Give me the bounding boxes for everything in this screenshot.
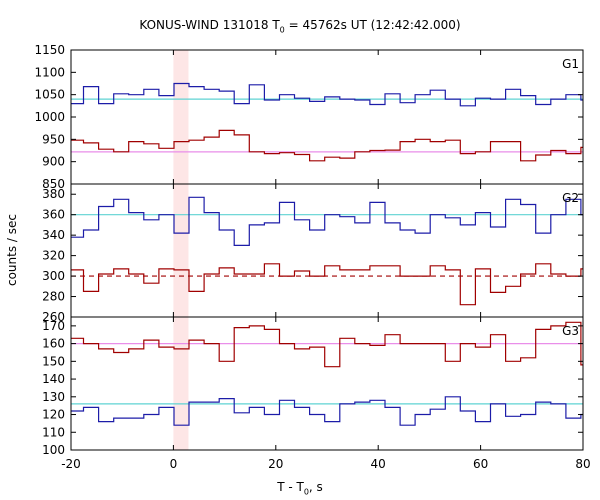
y-tick-label: 1050: [34, 88, 65, 102]
lightcurve-g2-red: [71, 263, 583, 306]
lightcurve-g2-blue: [71, 196, 583, 246]
y-tick-label: 100: [42, 443, 65, 457]
y-tick-label: 280: [42, 290, 65, 304]
y-tick-label: 320: [42, 249, 65, 263]
y-tick-label: 1000: [34, 110, 65, 124]
trigger-highlight-band: [173, 50, 189, 450]
y-tick-label: 300: [42, 269, 65, 283]
y-tick-label: 140: [42, 372, 65, 386]
x-tick-label: 60: [473, 457, 488, 471]
y-tick-label: 150: [42, 354, 65, 368]
y-tick-label: 900: [42, 155, 65, 169]
panel-g2: 260 280 300 320 340 360 380 G2: [42, 183, 584, 324]
x-tick-label: 80: [575, 457, 590, 471]
panel-frame-g1: [70, 49, 584, 185]
lightcurve-g3-red: [71, 321, 583, 368]
x-axis-label: T - T0, s: [277, 480, 323, 497]
y-tick-label: 340: [42, 228, 65, 242]
y-tick-label: 110: [42, 425, 65, 439]
y-tick-label: 1150: [34, 43, 65, 57]
x-tick-label: 20: [268, 457, 283, 471]
x-tick-label: 40: [371, 457, 386, 471]
panel-label: G2: [562, 191, 579, 205]
lightcurve-g1-blue: [71, 82, 583, 107]
y-tick-label: 380: [42, 187, 65, 201]
y-tick-label: 130: [42, 390, 65, 404]
y-tick-label: 360: [42, 208, 65, 222]
y-tick-label: 260: [42, 310, 65, 324]
y-tick-label: 160: [42, 337, 65, 351]
y-tick-label: 850: [42, 177, 65, 191]
y-tick-label: 950: [42, 132, 65, 146]
x-tick-label: -20: [61, 457, 81, 471]
y-axis-label: counts / sec: [5, 213, 19, 287]
panel-label: G1: [562, 57, 579, 71]
y-tick-label: 170: [42, 319, 65, 333]
panel-g1: 850 900 950 1000 1050 1100 1150 G1: [34, 43, 584, 191]
y-tick-label: 120: [42, 408, 65, 422]
y-tick-label: 1100: [34, 65, 65, 79]
lightcurve-g1-red: [71, 129, 583, 162]
chart-title: KONUS-WIND 131018 T0 = 45762s UT (12:42:…: [139, 18, 461, 35]
lightcurve-g3-blue: [71, 396, 583, 426]
x-tick-label: 0: [170, 457, 178, 471]
panel-label: G3: [562, 324, 579, 338]
panel-g3: 100 110 120 130 140 150 160 170 G3: [42, 316, 584, 457]
panel-frame-g3: [70, 316, 584, 451]
